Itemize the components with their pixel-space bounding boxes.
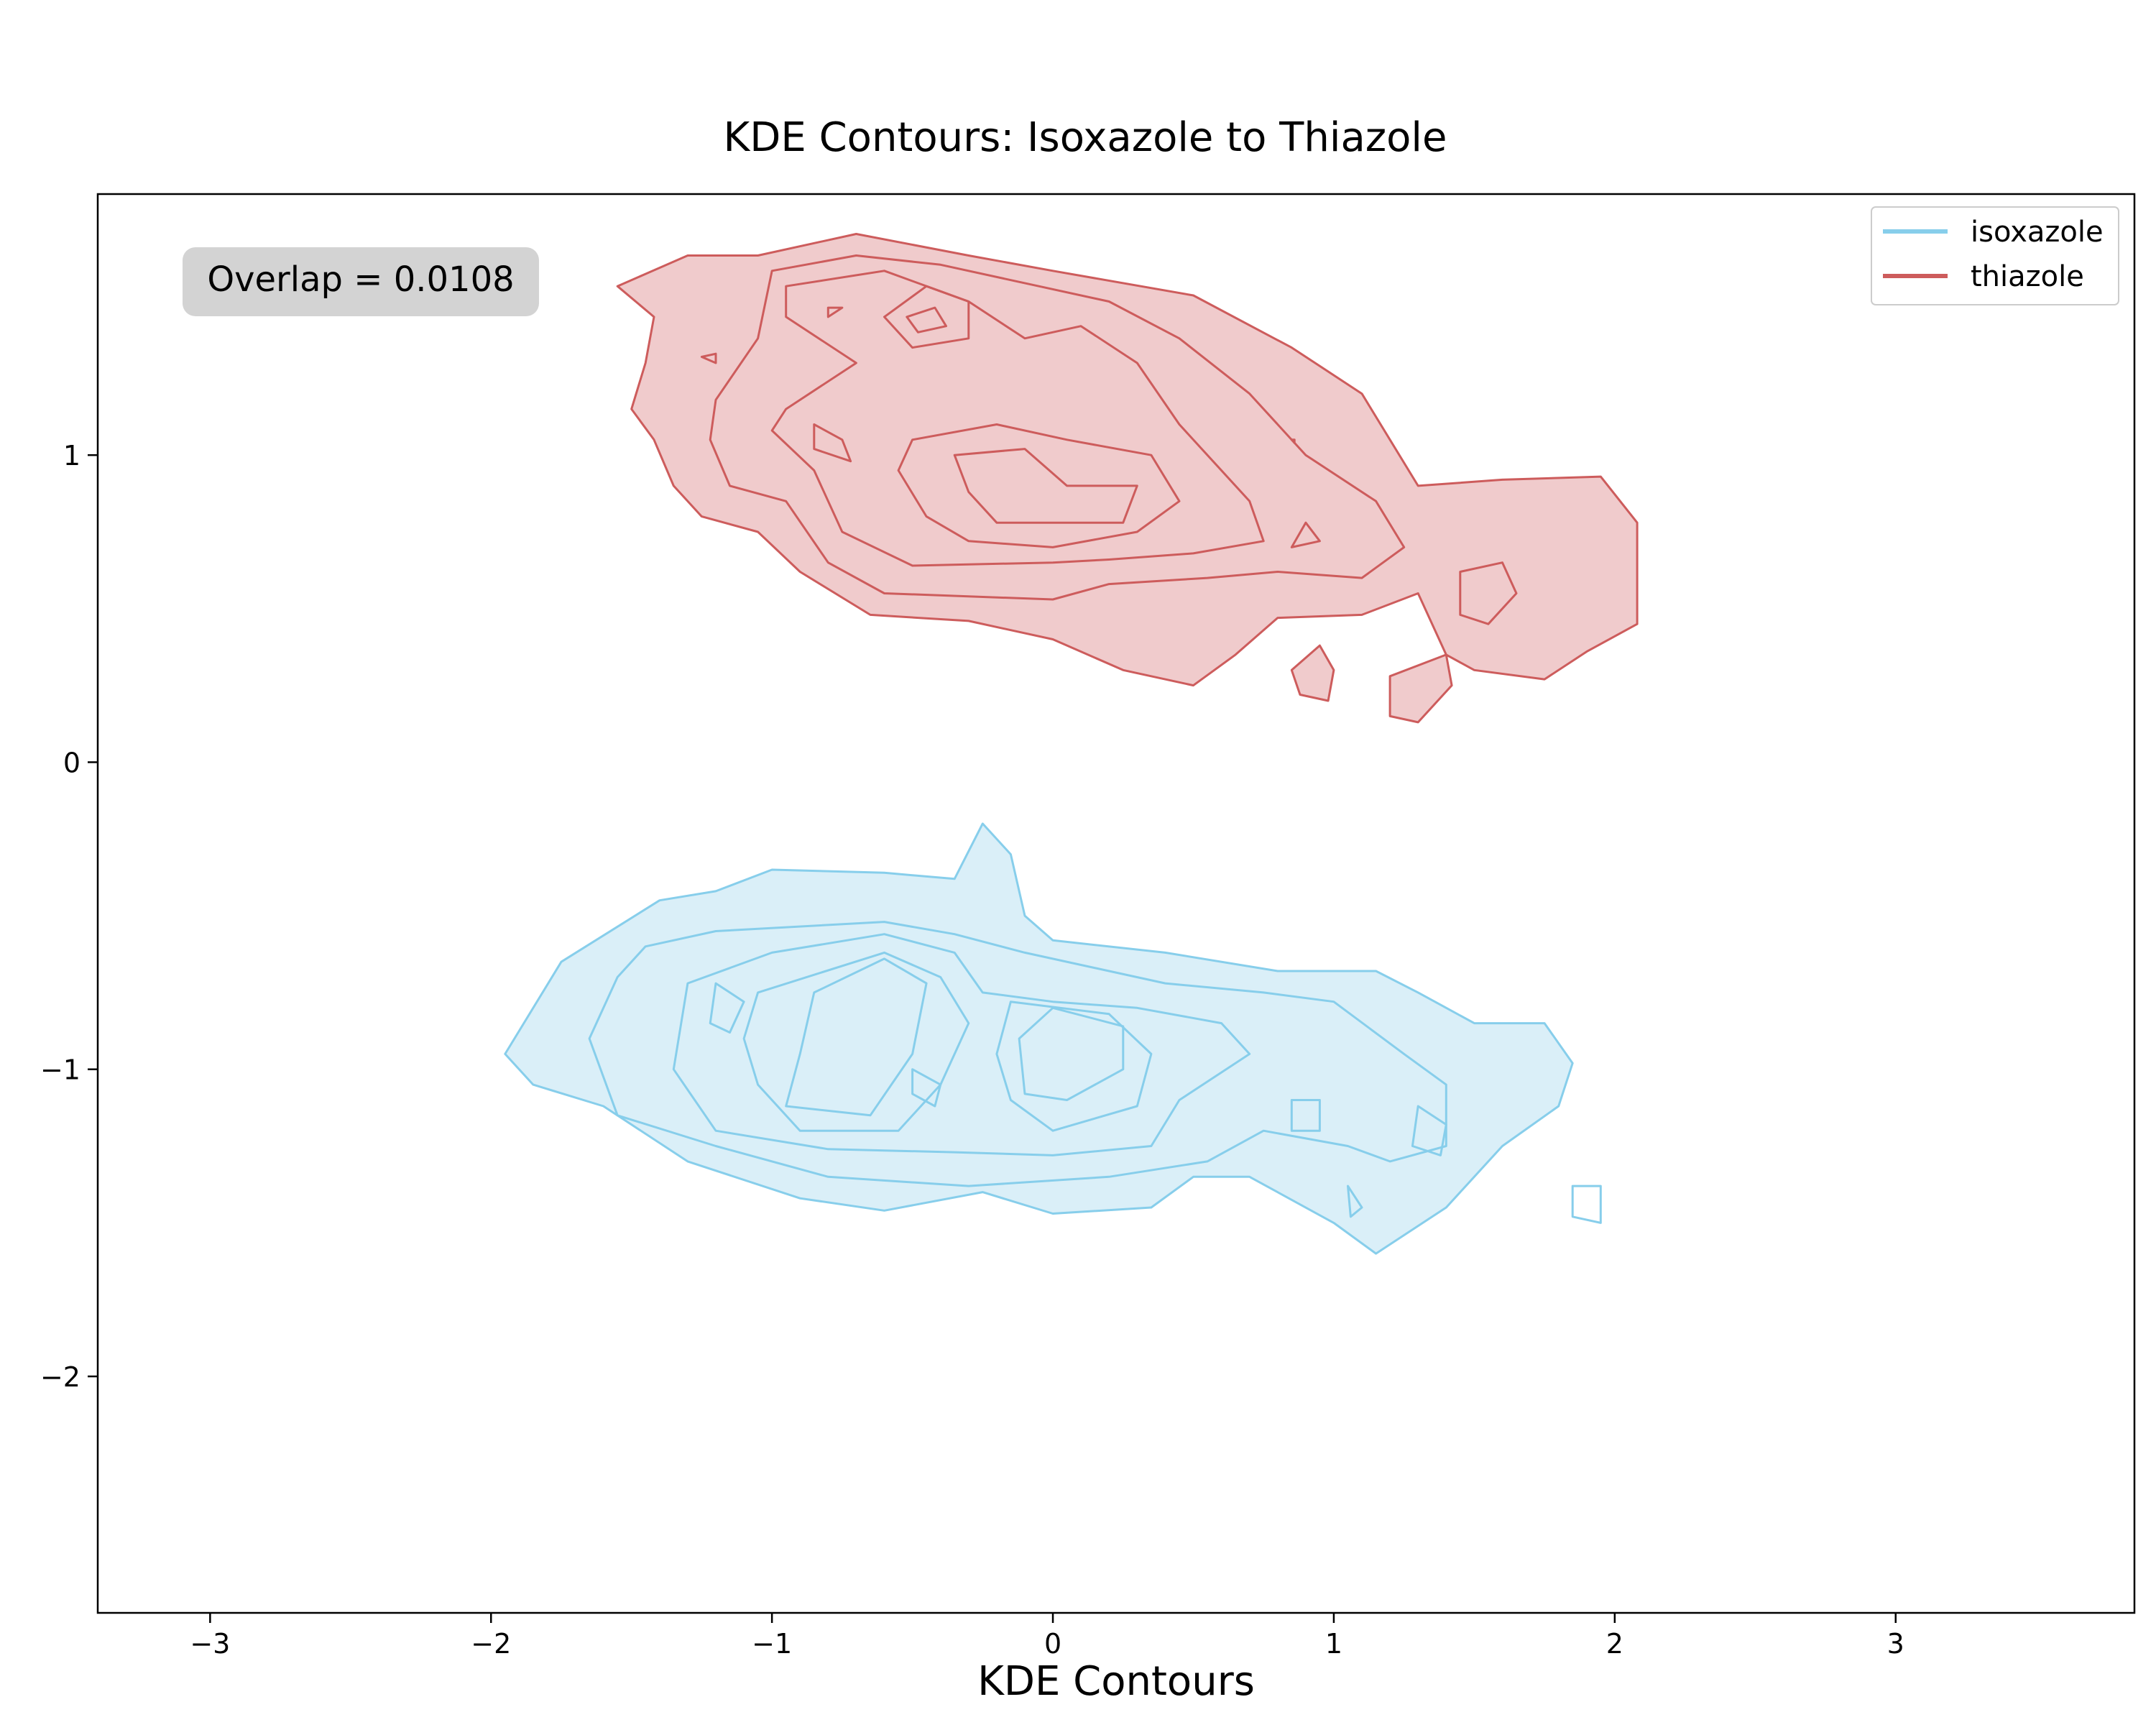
thiazole-density-fill-0	[617, 234, 1638, 686]
y-tick-label: −1	[40, 1054, 80, 1086]
x-tick-label: −2	[471, 1628, 511, 1660]
y-tick-label: 0	[63, 747, 80, 778]
legend-label-thiazole: thiazole	[1971, 260, 2084, 293]
y-tick-label: −2	[40, 1361, 80, 1393]
thiazole-contour-2	[897, 423, 1181, 548]
isoxazole-contour-7	[1290, 1099, 1321, 1132]
thiazole-contours	[616, 233, 1639, 724]
isoxazole-contours	[504, 822, 1602, 1255]
thiazole-contour-6	[813, 423, 852, 463]
isoxazole-contour-9	[911, 1068, 942, 1108]
isoxazole-contour-1	[672, 933, 1251, 1156]
x-tick-label: 2	[1606, 1628, 1623, 1660]
thiazole-density-fill-1	[1291, 645, 1334, 701]
thiazole-outer-contour-1	[1290, 644, 1335, 702]
plot-area	[504, 233, 1639, 1255]
thiazole-contour-5	[906, 306, 947, 334]
isoxazole-contour-11	[1571, 1184, 1602, 1224]
isoxazole-outer-contour-0	[504, 822, 1574, 1255]
x-tick-label: 3	[1887, 1628, 1904, 1660]
overlap-annotation-text: Overlap = 0.0108	[207, 259, 514, 300]
x-tick-label: −3	[190, 1628, 230, 1660]
thiazole-contour-8	[700, 352, 717, 364]
x-tick-label: 1	[1325, 1628, 1342, 1660]
axes-frame	[96, 193, 2136, 1614]
thiazole-contour-1	[770, 270, 1265, 567]
isoxazole-density-fill-0	[505, 823, 1573, 1254]
isoxazole-contour-6	[709, 982, 745, 1034]
thiazole-contour-11	[1290, 438, 1296, 444]
chart-title: KDE Contours: Isoxazole to Thiazole	[724, 114, 1447, 161]
annotation-box	[183, 247, 539, 316]
thiazole-outer-contour-2	[1388, 653, 1453, 724]
thiazole-outer-contour-0	[616, 233, 1639, 687]
isoxazole-contour-4	[785, 957, 928, 1117]
overlap-annotation: Overlap = 0.0108	[183, 247, 539, 316]
isoxazole-contour-0	[588, 921, 1447, 1187]
isoxazole-contour-10	[1347, 1184, 1363, 1218]
isoxazole-contour-5	[1018, 1006, 1125, 1101]
thiazole-contour-4	[883, 285, 970, 349]
x-axis-label: KDE Contours	[977, 1658, 1255, 1705]
isoxazole-contour-8	[1411, 1105, 1447, 1156]
legend-label-isoxazole: isoxazole	[1971, 216, 2104, 249]
thiazole-contour-7	[826, 306, 844, 318]
thiazole-density-fill-2	[1390, 654, 1452, 722]
thiazole-contour-10	[1290, 521, 1321, 548]
x-tick-label: −1	[752, 1628, 792, 1660]
isoxazole-contour-3	[995, 1000, 1153, 1132]
thiazole-contour-0	[709, 254, 1406, 601]
legend: isoxazole thiazole	[1871, 206, 2119, 305]
y-tick-label: 1	[63, 440, 80, 472]
axis-ticks: −3 −2 −1 0 1 2 3 −2 −1 0 1	[40, 440, 1904, 1660]
isoxazole-contour-2	[742, 951, 970, 1132]
thiazole-contour-9	[1459, 561, 1518, 625]
thiazole-contour-3	[953, 448, 1138, 524]
x-tick-label: 0	[1044, 1628, 1061, 1660]
